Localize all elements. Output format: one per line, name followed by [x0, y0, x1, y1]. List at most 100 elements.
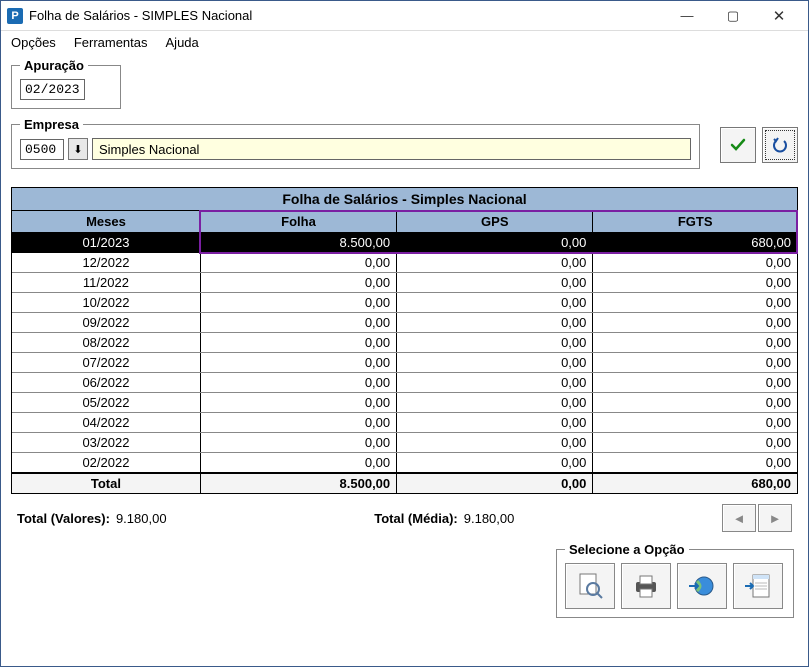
- cell-fgts[interactable]: 0,00: [593, 293, 797, 313]
- cell-fgts[interactable]: 0,00: [593, 413, 797, 433]
- cell-mes[interactable]: 05/2022: [12, 393, 200, 413]
- export-file-button[interactable]: [733, 563, 783, 609]
- close-button[interactable]: ✕: [756, 2, 802, 30]
- cell-mes[interactable]: 02/2022: [12, 453, 200, 474]
- cell-mes[interactable]: 04/2022: [12, 413, 200, 433]
- cell-gps[interactable]: 0,00: [397, 393, 593, 413]
- maximize-button[interactable]: ▢: [710, 2, 756, 30]
- cell-fgts[interactable]: 0,00: [593, 333, 797, 353]
- prev-button[interactable]: ◄: [722, 504, 756, 532]
- cell-mes[interactable]: 03/2022: [12, 433, 200, 453]
- cell-gps[interactable]: 0,00: [397, 293, 593, 313]
- cell-gps[interactable]: 0,00: [397, 373, 593, 393]
- printer-icon: [631, 571, 661, 601]
- cell-mes[interactable]: 08/2022: [12, 333, 200, 353]
- cell-fgts[interactable]: 0,00: [593, 393, 797, 413]
- minimize-button[interactable]: —: [664, 2, 710, 30]
- table-title: Folha de Salários - Simples Nacional: [12, 188, 797, 211]
- undo-button[interactable]: [762, 127, 798, 163]
- table-header-row: Meses Folha GPS FGTS: [12, 211, 797, 233]
- cell-mes[interactable]: 11/2022: [12, 273, 200, 293]
- cell-gps[interactable]: 0,00: [397, 333, 593, 353]
- cell-gps[interactable]: 0,00: [397, 413, 593, 433]
- cell-fgts[interactable]: 0,00: [593, 253, 797, 273]
- options-group: Selecione a Opção: [556, 542, 794, 618]
- apuracao-input[interactable]: 02/2023: [20, 79, 85, 100]
- preview-button[interactable]: [565, 563, 615, 609]
- next-button[interactable]: ►: [758, 504, 792, 532]
- titlebar: P Folha de Salários - SIMPLES Nacional —…: [1, 1, 808, 31]
- cell-gps[interactable]: 0,00: [397, 453, 593, 474]
- table-row[interactable]: 02/20220,000,000,00: [12, 453, 797, 474]
- col-header-meses[interactable]: Meses: [12, 211, 200, 233]
- check-icon: [729, 136, 747, 154]
- cell-fgts[interactable]: 0,00: [593, 453, 797, 474]
- empresa-name-field[interactable]: Simples Nacional: [92, 138, 691, 160]
- cell-folha[interactable]: 0,00: [200, 333, 396, 353]
- down-arrow-icon: ⬇: [73, 143, 82, 156]
- total-gps: 0,00: [397, 473, 593, 493]
- cell-mes[interactable]: 06/2022: [12, 373, 200, 393]
- cell-mes[interactable]: 09/2022: [12, 313, 200, 333]
- cell-gps[interactable]: 0,00: [397, 353, 593, 373]
- table-row[interactable]: 03/20220,000,000,00: [12, 433, 797, 453]
- empresa-code-input[interactable]: 0500: [20, 139, 64, 160]
- cell-folha[interactable]: 0,00: [200, 353, 396, 373]
- table-row[interactable]: 04/20220,000,000,00: [12, 413, 797, 433]
- cell-folha[interactable]: 0,00: [200, 373, 396, 393]
- table-row[interactable]: 07/20220,000,000,00: [12, 353, 797, 373]
- cell-folha[interactable]: 0,00: [200, 253, 396, 273]
- cell-folha[interactable]: 0,00: [200, 293, 396, 313]
- magnifier-page-icon: [575, 571, 605, 601]
- table-row[interactable]: 09/20220,000,000,00: [12, 313, 797, 333]
- cell-folha[interactable]: 0,00: [200, 413, 396, 433]
- col-header-folha[interactable]: Folha: [200, 211, 396, 233]
- menu-ferramentas[interactable]: Ferramentas: [74, 35, 148, 50]
- total-folha: 8.500,00: [200, 473, 396, 493]
- cell-mes[interactable]: 07/2022: [12, 353, 200, 373]
- cell-mes[interactable]: 10/2022: [12, 293, 200, 313]
- cell-mes[interactable]: 12/2022: [12, 253, 200, 273]
- table-row[interactable]: 12/20220,000,000,00: [12, 253, 797, 273]
- menubar: Opções Ferramentas Ajuda: [1, 31, 808, 56]
- export-web-button[interactable]: [677, 563, 727, 609]
- triangle-right-icon: ►: [769, 511, 782, 526]
- table-row[interactable]: 11/20220,000,000,00: [12, 273, 797, 293]
- cell-fgts[interactable]: 0,00: [593, 273, 797, 293]
- total-valores-value: 9.180,00: [116, 511, 167, 526]
- cell-fgts[interactable]: 680,00: [593, 233, 797, 253]
- cell-gps[interactable]: 0,00: [397, 433, 593, 453]
- cell-gps[interactable]: 0,00: [397, 253, 593, 273]
- table-row[interactable]: 08/20220,000,000,00: [12, 333, 797, 353]
- cell-mes[interactable]: 01/2023: [12, 233, 200, 253]
- menu-opcoes[interactable]: Opções: [11, 35, 56, 50]
- table-row[interactable]: 01/20238.500,000,00680,00: [12, 233, 797, 253]
- confirm-button[interactable]: [720, 127, 756, 163]
- cell-folha[interactable]: 0,00: [200, 273, 396, 293]
- cell-folha[interactable]: 0,00: [200, 433, 396, 453]
- cell-folha[interactable]: 0,00: [200, 313, 396, 333]
- cell-fgts[interactable]: 0,00: [593, 373, 797, 393]
- table-row[interactable]: 10/20220,000,000,00: [12, 293, 797, 313]
- payroll-table: Folha de Salários - Simples Nacional Mes…: [11, 187, 798, 494]
- col-header-fgts[interactable]: FGTS: [593, 211, 797, 233]
- cell-fgts[interactable]: 0,00: [593, 313, 797, 333]
- cell-folha[interactable]: 8.500,00: [200, 233, 396, 253]
- cell-gps[interactable]: 0,00: [397, 313, 593, 333]
- total-fgts: 680,00: [593, 473, 797, 493]
- cell-folha[interactable]: 0,00: [200, 453, 396, 474]
- cell-gps[interactable]: 0,00: [397, 233, 593, 253]
- menu-ajuda[interactable]: Ajuda: [166, 35, 199, 50]
- cell-fgts[interactable]: 0,00: [593, 353, 797, 373]
- cell-folha[interactable]: 0,00: [200, 393, 396, 413]
- apuracao-legend: Apuração: [20, 58, 88, 73]
- cell-gps[interactable]: 0,00: [397, 273, 593, 293]
- cell-fgts[interactable]: 0,00: [593, 433, 797, 453]
- empresa-lookup-button[interactable]: ⬇: [68, 138, 88, 160]
- app-window: P Folha de Salários - SIMPLES Nacional —…: [0, 0, 809, 667]
- col-header-gps[interactable]: GPS: [397, 211, 593, 233]
- total-media-label: Total (Média):: [374, 511, 458, 526]
- table-row[interactable]: 05/20220,000,000,00: [12, 393, 797, 413]
- table-row[interactable]: 06/20220,000,000,00: [12, 373, 797, 393]
- print-button[interactable]: [621, 563, 671, 609]
